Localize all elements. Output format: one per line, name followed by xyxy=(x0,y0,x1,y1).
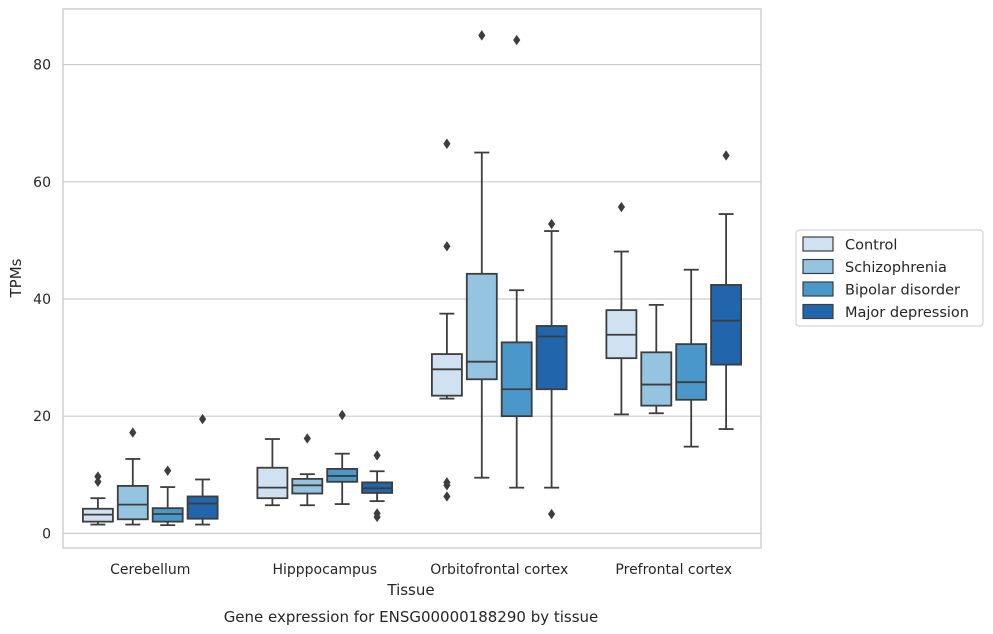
legend-swatch xyxy=(802,281,834,297)
box-schizophrenia xyxy=(116,427,149,526)
outlier-point xyxy=(94,471,102,482)
box-control xyxy=(256,438,289,507)
outlier-point xyxy=(443,138,451,149)
box-schizophrenia xyxy=(465,30,498,479)
legend: Control Schizophrenia Bipolar disorder Majo… xyxy=(795,229,984,327)
x-axis-label: Tissue xyxy=(386,581,434,599)
box-iqr xyxy=(640,351,673,407)
box-control xyxy=(605,201,638,416)
outlier-point xyxy=(373,450,381,461)
box-schizophrenia xyxy=(291,433,324,507)
y-tick-labels: 0 20 40 60 80 xyxy=(33,58,51,543)
plot-frame xyxy=(62,8,762,549)
y-tick-label: 80 xyxy=(33,58,51,74)
x-tick-label: Hipppocampus xyxy=(272,562,377,578)
box-iqr xyxy=(675,343,708,401)
box-iqr xyxy=(500,341,533,418)
outlier-point xyxy=(443,491,451,502)
legend-label: Control xyxy=(845,238,897,254)
box-major-depression xyxy=(710,150,743,430)
y-tick-label: 20 xyxy=(33,409,51,425)
box-bipolar-disorder xyxy=(326,409,359,505)
outlier-point xyxy=(443,480,451,491)
legend-label: Major depression xyxy=(845,305,969,321)
box-iqr xyxy=(116,484,149,521)
box-iqr xyxy=(710,284,743,366)
outlier-point xyxy=(548,218,556,230)
legend-item: Schizophrenia xyxy=(802,258,947,276)
outlier-point xyxy=(443,241,451,252)
box-control xyxy=(430,138,463,502)
legend-label: Bipolar disorder xyxy=(845,283,960,299)
box-elements xyxy=(81,30,743,527)
outlier-point xyxy=(548,508,556,520)
legend-swatch xyxy=(802,303,834,320)
chart-caption: Gene expression for ENSG00000188290 by t… xyxy=(224,608,599,626)
box-control xyxy=(81,471,114,526)
box-iqr xyxy=(186,495,219,520)
outlier-point xyxy=(513,34,521,46)
legend-label: Schizophrenia xyxy=(845,260,947,276)
outlier-point xyxy=(199,413,207,425)
box-major-depression xyxy=(535,218,568,520)
outlier-point xyxy=(94,476,102,487)
y-tick-label: 60 xyxy=(33,175,51,191)
box-bipolar-disorder xyxy=(151,465,184,527)
box-iqr xyxy=(465,272,498,381)
gridlines xyxy=(63,64,761,534)
x-tick-label: Prefrontal cortex xyxy=(615,562,732,578)
box-iqr xyxy=(430,353,463,397)
x-tick-labels: Cerebellum Hipppocampus Orbitofrontal cort… xyxy=(110,562,732,578)
box-major-depression xyxy=(186,413,219,526)
box-bipolar-disorder xyxy=(500,34,533,489)
outlier-point xyxy=(164,465,172,476)
outlier-point xyxy=(303,433,311,444)
legend-item: Control xyxy=(802,236,897,254)
y-tick-label: 0 xyxy=(42,526,51,542)
legend-swatch xyxy=(802,258,834,275)
legend-item: Bipolar disorder xyxy=(802,281,960,299)
outlier-point xyxy=(338,409,346,421)
box-bipolar-disorder xyxy=(675,268,708,448)
legend-swatch xyxy=(802,236,834,252)
legend-frame xyxy=(795,229,984,327)
x-tick-label: Cerebellum xyxy=(110,562,190,578)
outlier-point xyxy=(722,150,730,161)
legend-item: Major depression xyxy=(802,303,969,321)
box-major-depression xyxy=(361,450,394,523)
outlier-point xyxy=(478,30,486,41)
box-iqr xyxy=(535,325,568,391)
x-tick-label: Orbitofrontal cortex xyxy=(430,562,568,578)
box-iqr xyxy=(256,466,289,500)
y-axis-label: TPMs xyxy=(7,258,25,298)
outlier-point xyxy=(129,427,137,438)
y-tick-label: 40 xyxy=(33,292,51,308)
outlier-point xyxy=(617,201,625,213)
outlier-point xyxy=(373,511,381,523)
box-schizophrenia xyxy=(640,303,673,415)
